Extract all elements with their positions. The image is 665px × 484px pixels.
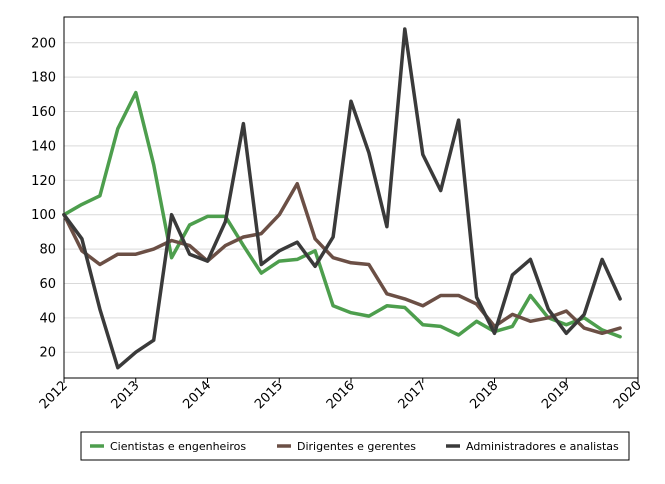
legend-label-administradores: Administradores e analistas: [466, 440, 619, 453]
y-axis-ticks: 20 40 60 80 100 120 140 160 180 200: [31, 36, 56, 360]
x-tick-label: 2018: [467, 378, 501, 412]
y-tick-label: 200: [31, 36, 56, 51]
series-line-3: [62, 27, 622, 370]
legend-label-dirigentes: Dirigentes e gerentes: [297, 440, 416, 453]
x-tick-label: 2020: [611, 378, 645, 412]
series-line-1: [62, 90, 622, 339]
legend-label-cientistas: Cientistas e engenheiros: [110, 440, 246, 453]
x-tick-label: 2015: [252, 378, 286, 412]
y-tick-label: 180: [31, 71, 56, 86]
x-tick-label: 2012: [37, 378, 71, 412]
x-tick-label: 2019: [539, 378, 573, 412]
y-tick-label: 160: [31, 105, 56, 120]
series-line-2: [62, 181, 622, 336]
gridlines: [64, 42, 638, 353]
legend-item-dirigentes: Dirigentes e gerentes: [277, 440, 416, 453]
legend-item-cientistas: Cientistas e engenheiros: [90, 440, 246, 453]
x-tick-label: 2013: [109, 378, 143, 412]
y-tick-label: 140: [31, 139, 56, 154]
x-tick-label: 2016: [324, 378, 358, 412]
y-tick-label: 80: [39, 243, 56, 258]
legend-box: [80, 431, 630, 461]
x-axis-ticks: 2012 2013 2014 2015 2016 2017 2018 2019 2020: [37, 378, 645, 412]
y-tick-label: 100: [31, 208, 56, 223]
y-tick-label: 20: [39, 346, 56, 361]
x-tick-label: 2017: [396, 378, 430, 412]
axes: [63, 16, 639, 379]
y-tick-label: 40: [39, 311, 56, 326]
x-tick-label: 2014: [180, 378, 214, 412]
y-tick-label: 60: [39, 277, 56, 292]
series-lines: [62, 27, 622, 370]
y-tick-label: 120: [31, 174, 56, 189]
plot-frame: [63, 16, 639, 379]
legend: Cientistas e engenheiros Dirigentes e ge…: [80, 431, 630, 461]
legend-item-administradores: Administradores e analistas: [446, 440, 619, 453]
